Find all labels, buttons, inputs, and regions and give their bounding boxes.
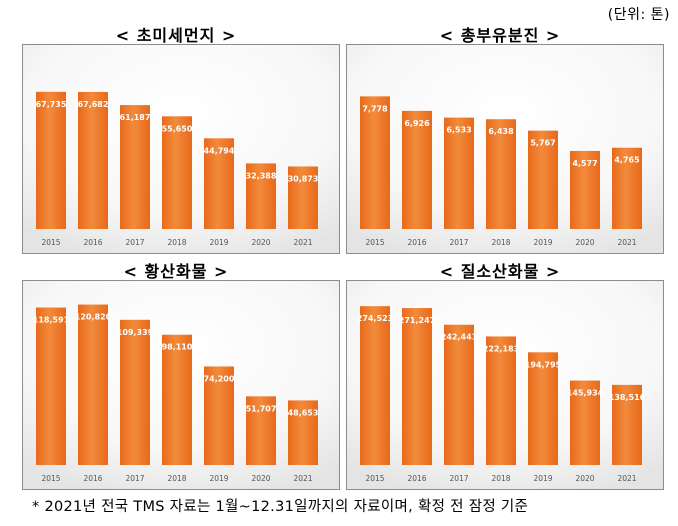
bar-value-label: 118,591 — [33, 316, 70, 325]
bar-value-label: 51,707 — [246, 404, 277, 413]
bar-value-label: 6,533 — [446, 126, 471, 135]
bar-value-label: 5,767 — [530, 139, 555, 148]
bar-value-label: 74,200 — [204, 374, 235, 383]
chart-panel-sox: 118,591 2015 120,820 2016 109,339 2017 98,110 2… — [22, 280, 340, 490]
chart-title-pm25: < 초미세먼지 > — [115, 26, 237, 45]
chart-panel-tsp: 7,778 2015 6,926 2016 6,533 2017 6,438 2018 5,76… — [346, 44, 664, 254]
bar-value-label: 145,934 — [567, 389, 604, 398]
x-tick-label: 2017 — [125, 238, 144, 247]
x-tick-label: 2020 — [251, 474, 270, 483]
x-tick-label: 2020 — [575, 238, 594, 247]
chart-title-tsp: < 총부유분진 > — [439, 26, 561, 45]
bar-2019 — [528, 130, 558, 229]
bar-value-label: 6,438 — [488, 127, 514, 136]
bar-value-label: 61,187 — [120, 113, 151, 122]
bar-value-label: 48,653 — [288, 408, 319, 417]
x-tick-label: 2018 — [167, 238, 186, 247]
bar-chart-sox: 118,591 2015 120,820 2016 109,339 2017 98,110 2… — [23, 281, 339, 489]
x-tick-label: 2021 — [293, 474, 312, 483]
bar-2015 — [36, 307, 66, 465]
bar-2015 — [36, 91, 66, 229]
bar-2019 — [528, 352, 558, 465]
bar-2017 — [120, 319, 150, 465]
bar-2016 — [78, 304, 108, 465]
x-tick-label: 2017 — [449, 238, 468, 247]
x-tick-label: 2017 — [449, 474, 468, 483]
bar-value-label: 55,650 — [162, 124, 193, 133]
bar-2018 — [162, 334, 192, 465]
bar-2017 — [444, 324, 474, 465]
bar-chart-nox: 274,523 2015 271,247 2016 242,441 2017 222,183… — [347, 281, 663, 489]
bar-2021 — [288, 166, 318, 229]
bar-value-label: 109,339 — [117, 328, 154, 337]
bar-value-label: 4,765 — [614, 156, 640, 165]
x-tick-label: 2020 — [251, 238, 270, 247]
bar-2021 — [288, 400, 318, 465]
bar-value-label: 98,110 — [162, 343, 193, 352]
bar-value-label: 4,577 — [572, 159, 597, 168]
bar-value-label: 67,735 — [36, 100, 67, 109]
bar-2016 — [78, 91, 108, 229]
x-tick-label: 2016 — [83, 238, 102, 247]
bar-2016 — [402, 308, 432, 465]
chart-title-nox: < 질소산화물 > — [439, 262, 561, 281]
bar-2019 — [204, 366, 234, 465]
bar-value-label: 194,795 — [525, 360, 562, 369]
bar-chart-tsp: 7,778 2015 6,926 2016 6,533 2017 6,438 2018 5,76… — [347, 45, 663, 253]
bar-2020 — [570, 380, 600, 465]
bar-2021 — [612, 384, 642, 465]
unit-note: (단위: 톤) — [607, 7, 670, 23]
bar-value-label: 7,778 — [362, 104, 388, 113]
bar-2019 — [204, 138, 234, 229]
x-tick-label: 2015 — [41, 474, 60, 483]
x-tick-label: 2017 — [125, 474, 144, 483]
x-tick-label: 2019 — [533, 238, 552, 247]
chart-panel-pm25: 67,735 2015 67,682 2016 61,187 2017 55,650 2018… — [22, 44, 340, 254]
bar-2016 — [402, 110, 432, 229]
x-tick-label: 2016 — [407, 474, 426, 483]
bar-2015 — [360, 306, 390, 465]
x-tick-label: 2015 — [41, 238, 60, 247]
x-tick-label: 2018 — [167, 474, 186, 483]
bar-2015 — [360, 96, 390, 230]
chart-panel-nox: 274,523 2015 271,247 2016 242,441 2017 222,183… — [346, 280, 664, 490]
bar-2020 — [246, 163, 276, 229]
x-tick-label: 2021 — [617, 238, 636, 247]
bar-2020 — [570, 150, 600, 229]
bar-value-label: 222,183 — [483, 344, 519, 353]
bar-value-label: 242,441 — [441, 333, 478, 342]
x-tick-label: 2021 — [617, 474, 636, 483]
bar-2018 — [486, 119, 516, 229]
bar-value-label: 120,820 — [75, 313, 112, 322]
x-tick-label: 2019 — [209, 238, 228, 247]
bar-value-label: 6,926 — [404, 119, 430, 128]
x-tick-label: 2015 — [365, 238, 384, 247]
x-tick-label: 2021 — [293, 238, 312, 247]
bar-2017 — [120, 105, 150, 229]
bar-2018 — [486, 336, 516, 465]
x-tick-label: 2018 — [491, 238, 510, 247]
x-tick-label: 2018 — [491, 474, 510, 483]
bar-value-label: 44,794 — [204, 146, 235, 155]
x-tick-label: 2019 — [209, 474, 228, 483]
bar-value-label: 138,516 — [609, 393, 646, 402]
bar-chart-pm25: 67,735 2015 67,682 2016 61,187 2017 55,650 2018… — [23, 45, 339, 253]
bar-2018 — [162, 116, 192, 229]
bar-2020 — [246, 396, 276, 465]
chart-title-sox: < 황산화물 > — [123, 262, 229, 281]
x-tick-label: 2020 — [575, 474, 594, 483]
bar-2021 — [612, 147, 642, 229]
x-tick-label: 2016 — [407, 238, 426, 247]
bar-value-label: 274,523 — [357, 314, 393, 323]
x-tick-label: 2015 — [365, 474, 384, 483]
bar-value-label: 67,682 — [78, 100, 109, 109]
x-tick-label: 2019 — [533, 474, 552, 483]
bar-2017 — [444, 117, 474, 229]
footnote: * 2021년 전국 TMS 자료는 1월~12.31일까지의 자료이며, 확정… — [32, 499, 529, 515]
x-tick-label: 2016 — [83, 474, 102, 483]
bar-value-label: 32,388 — [246, 171, 277, 180]
bar-value-label: 30,873 — [288, 174, 319, 183]
bar-value-label: 271,247 — [399, 316, 435, 325]
